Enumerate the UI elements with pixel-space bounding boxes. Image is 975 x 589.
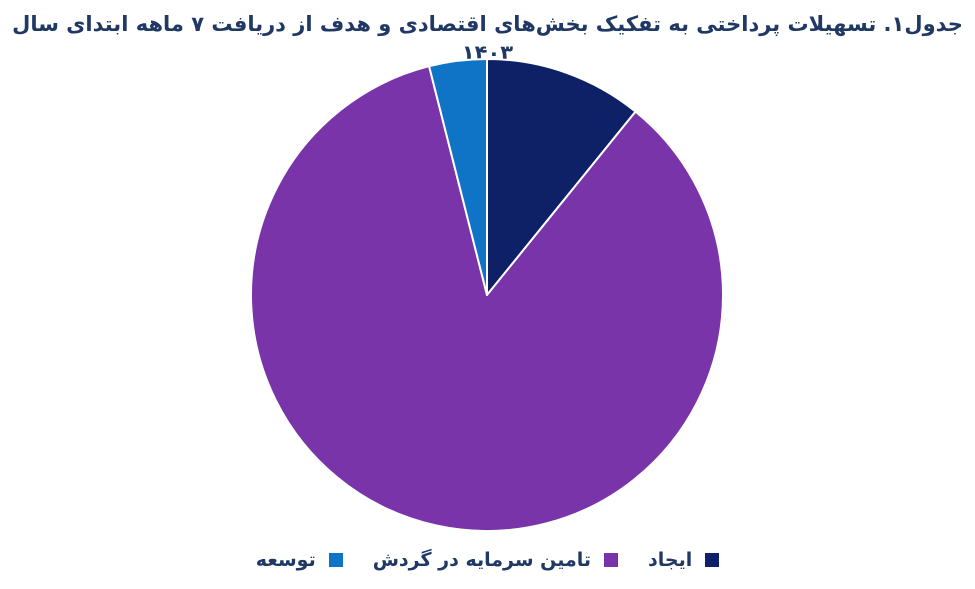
legend-item-development: توسعه (256, 549, 343, 571)
pie-slice-working-capital-financing (250, 65, 724, 532)
legend-label-creation: ایجاد (648, 549, 693, 571)
chart-title: جدول۱. تسهیلات پرداختی به تفکیک بخش‌های … (12, 12, 963, 66)
legend-label-working-capital-financing: تامین سرمایه در گردش (372, 549, 592, 571)
legend-swatch-development (328, 553, 343, 567)
legend-swatch-working-capital-financing (604, 553, 619, 567)
legend-item-working-capital-financing: تامین سرمایه در گردش (372, 549, 619, 571)
legend-item-creation: ایجاد (648, 549, 720, 571)
legend-label-development: توسعه (255, 549, 316, 571)
legend-swatch-creation (705, 553, 720, 567)
pie-slice-development (428, 58, 488, 296)
chart-legend: ایجاد تامین سرمایه در گردش توسعه (0, 540, 975, 580)
pie-slice-creation (486, 58, 637, 296)
